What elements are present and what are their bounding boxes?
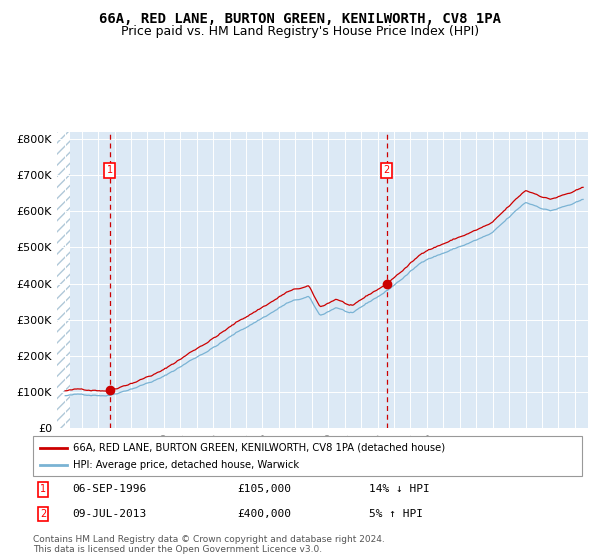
Text: 1: 1: [40, 484, 46, 494]
Text: HPI: Average price, detached house, Warwick: HPI: Average price, detached house, Warw…: [73, 460, 299, 470]
Text: 66A, RED LANE, BURTON GREEN, KENILWORTH, CV8 1PA: 66A, RED LANE, BURTON GREEN, KENILWORTH,…: [99, 12, 501, 26]
Text: 1: 1: [107, 165, 113, 175]
Text: 2: 2: [40, 509, 46, 519]
Text: 5% ↑ HPI: 5% ↑ HPI: [369, 509, 423, 519]
Text: Contains HM Land Registry data © Crown copyright and database right 2024.
This d: Contains HM Land Registry data © Crown c…: [33, 535, 385, 554]
Text: 2: 2: [383, 165, 390, 175]
Text: 09-JUL-2013: 09-JUL-2013: [72, 509, 146, 519]
Text: £105,000: £105,000: [237, 484, 291, 494]
Text: 66A, RED LANE, BURTON GREEN, KENILWORTH, CV8 1PA (detached house): 66A, RED LANE, BURTON GREEN, KENILWORTH,…: [73, 443, 445, 453]
Bar: [57, 132, 70, 428]
Text: 14% ↓ HPI: 14% ↓ HPI: [369, 484, 430, 494]
Text: Price paid vs. HM Land Registry's House Price Index (HPI): Price paid vs. HM Land Registry's House …: [121, 25, 479, 38]
Text: 06-SEP-1996: 06-SEP-1996: [72, 484, 146, 494]
Text: £400,000: £400,000: [237, 509, 291, 519]
